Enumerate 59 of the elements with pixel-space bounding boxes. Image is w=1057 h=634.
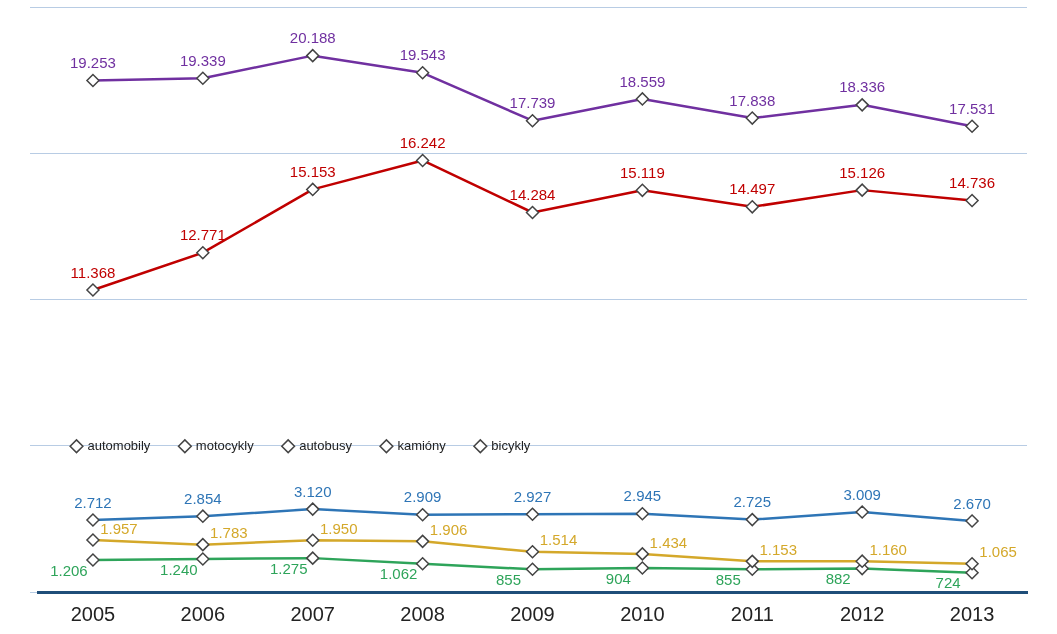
data-label: 3.009 — [843, 485, 881, 503]
data-label: 2.945 — [623, 487, 662, 505]
data-label: 1.065 — [979, 543, 1017, 561]
data-label: 14.497 — [729, 180, 776, 198]
data-label: 2.670 — [953, 494, 991, 512]
data-label: 19.339 — [179, 51, 226, 69]
data-label: 11.368 — [70, 263, 116, 281]
data-label: 2.725 — [733, 493, 772, 511]
legend-label: automobily — [87, 437, 151, 453]
x-tick-label: 2008 — [400, 602, 445, 625]
data-label: 17.838 — [729, 91, 776, 109]
data-label: 1.434 — [649, 533, 688, 551]
data-label: 15.126 — [839, 163, 886, 181]
data-label: 1.240 — [160, 560, 198, 578]
legend-label: motocykly — [195, 437, 255, 453]
data-label: 12.771 — [179, 226, 226, 244]
data-label: 1.906 — [429, 521, 468, 538]
x-tick-label: 2009 — [510, 602, 555, 625]
legend-label: kamióny — [397, 437, 447, 453]
x-tick-label: 2013 — [949, 602, 995, 625]
data-label: 904 — [605, 569, 631, 587]
data-label: 14.284 — [509, 186, 556, 204]
data-label: 2.927 — [513, 487, 552, 505]
data-label: 17.739 — [509, 94, 556, 112]
data-label: 1.950 — [319, 519, 358, 537]
x-tick-label: 2010 — [620, 602, 665, 625]
data-label: 18.336 — [839, 78, 886, 96]
legend-label: autobusy — [299, 437, 353, 453]
data-label: 882 — [825, 570, 851, 588]
x-tick-label: 2007 — [290, 602, 335, 625]
data-label: 2.909 — [403, 488, 442, 506]
data-label: 17.531 — [949, 99, 995, 117]
x-tick-label: 2005 — [70, 602, 116, 625]
data-label: 1.514 — [539, 531, 578, 549]
data-label: 1.275 — [269, 559, 308, 577]
data-label: 2.854 — [184, 489, 222, 507]
x-tick-label: 2012 — [839, 602, 885, 625]
data-label: 1.783 — [210, 524, 248, 542]
data-label: 19.543 — [399, 46, 446, 64]
data-label: 1.062 — [379, 565, 418, 583]
data-label: 19.253 — [70, 54, 116, 72]
data-label: 724 — [935, 574, 961, 592]
data-label: 1.957 — [100, 519, 138, 537]
data-label: 855 — [495, 570, 522, 588]
data-label: 2.712 — [74, 493, 112, 511]
data-label: 15.153 — [289, 163, 336, 181]
data-label: 18.559 — [619, 72, 666, 90]
data-label: 1.153 — [759, 541, 798, 559]
data-label: 20.188 — [289, 29, 336, 47]
x-tick-label: 2011 — [730, 602, 774, 625]
x-tick-label: 2006 — [180, 602, 226, 625]
data-label: 3.120 — [293, 482, 332, 500]
data-label: 1.206 — [50, 561, 88, 579]
data-label: 14.736 — [949, 174, 995, 192]
data-label: 15.119 — [620, 163, 665, 181]
data-label: 1.160 — [869, 540, 907, 558]
legend-label: bicykly — [491, 437, 531, 453]
data-label: 855 — [715, 570, 741, 588]
data-label: 16.242 — [399, 134, 446, 152]
